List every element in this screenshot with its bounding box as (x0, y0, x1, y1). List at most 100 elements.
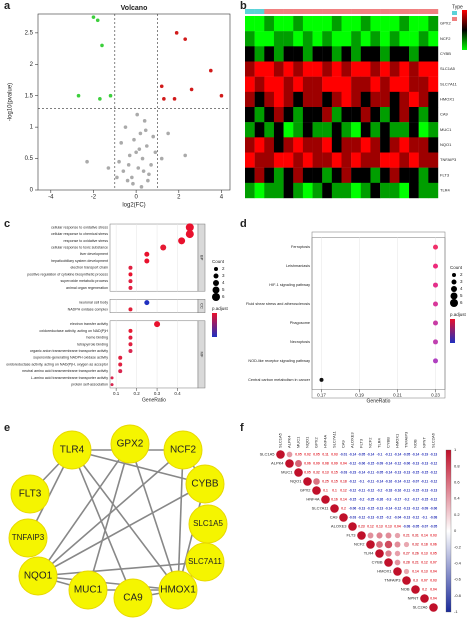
cell-value: -0.13 (403, 470, 411, 474)
cell-value: -0.13 (367, 515, 375, 519)
dot (144, 300, 150, 306)
heatmap-cell (360, 76, 371, 93)
cell-value: 0.11 (322, 452, 328, 456)
type-bar (341, 9, 352, 14)
edge (71, 449, 206, 485)
heatmap-cell (399, 91, 410, 108)
cell-value: -0.14 (367, 452, 375, 456)
cell-value: 0.09 (331, 461, 338, 465)
node-label: CYBB (191, 479, 219, 490)
x-tick-label: 0.4 (174, 391, 181, 396)
x-tick-label: 0.1 (113, 391, 120, 396)
legend-title: p.adjust (450, 312, 467, 317)
heatmap-cell (302, 61, 313, 77)
cell-value: 0.18 (421, 542, 428, 546)
cell-value: -0.14 (358, 470, 366, 474)
cell-value: -0.07 (412, 479, 420, 483)
colorbar (462, 10, 467, 50)
heatmap-cell (283, 91, 294, 108)
cell-value: -0.06 (358, 461, 366, 465)
cell-value: -0.14 (385, 506, 393, 510)
cell-value: 0.14 (421, 533, 428, 537)
heatmap-cell (254, 167, 265, 184)
heatmap-cell (341, 31, 352, 47)
node (185, 542, 225, 582)
x-tick-label: 4 (220, 195, 224, 201)
heatmap-cell (283, 152, 294, 168)
cell-value: 0.16 (331, 497, 338, 501)
heatmap-cell (428, 107, 439, 123)
cell-circle (403, 541, 410, 548)
type-bar (245, 9, 255, 14)
cell-value: -0.2 (404, 497, 410, 501)
cell-value: -0.2 (386, 515, 392, 519)
colorbar-label: 0.4 (454, 496, 460, 501)
row-label: SLC1A5 (260, 452, 276, 457)
cell-value: 0.15 (331, 470, 338, 474)
heatmap-cell (380, 122, 390, 138)
point (115, 175, 119, 180)
cell-value: -0.11 (367, 479, 374, 483)
cell-value: 0.05 (430, 551, 437, 555)
heatmap-cell (389, 91, 400, 108)
cell-value: -0.01 (340, 452, 348, 456)
edge (71, 449, 134, 599)
point (123, 125, 128, 129)
heatmap-cell (399, 122, 410, 138)
heatmap-cell (312, 16, 323, 32)
row-label: SLC7A11 (312, 506, 330, 511)
heatmap-cell (360, 46, 371, 62)
heatmap-cell (380, 182, 390, 199)
panel-label: c (4, 218, 10, 230)
cell-value: -0.18 (385, 488, 393, 492)
cell-value: -0.15 (367, 461, 375, 465)
legend-dot (450, 292, 458, 300)
cell-value: -0.14 (394, 479, 402, 483)
cell-value: -0.1 (359, 479, 365, 483)
heatmap-cell (254, 91, 265, 108)
cell-value: -0.13 (430, 488, 438, 492)
cell-value: -0.12 (430, 470, 438, 474)
heatmap-cell (418, 107, 429, 123)
type-bar (273, 9, 284, 14)
legend-label: 5 (460, 293, 463, 298)
cell-value: 0.13 (421, 569, 428, 573)
node-label: NCF2 (170, 445, 197, 456)
heatmap-cell (360, 137, 371, 153)
cell-value: -0.2 (377, 488, 383, 492)
y-tick-label: 1.5 (25, 93, 34, 99)
colorbar (212, 313, 217, 337)
heatmap-cell (351, 167, 361, 184)
point (126, 163, 131, 167)
heatmap-cell (273, 91, 284, 108)
x-axis-label: GeneRatio (367, 399, 391, 405)
heatmap-cell (245, 152, 255, 168)
dot (128, 285, 133, 290)
heatmap-cell (293, 76, 304, 93)
row-label: HNF4A (306, 497, 319, 502)
cell-value: -0.13 (403, 506, 411, 510)
cell-value: -0.16 (394, 488, 402, 492)
heatmap-cell (399, 31, 410, 47)
point (135, 112, 139, 117)
heatmap-cell (273, 167, 284, 184)
diagonal-circle (303, 477, 312, 486)
term-label: response to oxidative stress (63, 239, 108, 243)
heatmap-cell (264, 137, 275, 153)
heatmap-cell (409, 107, 419, 123)
cell-value: -0.12 (358, 515, 366, 519)
heatmap-cell (370, 107, 381, 123)
term-label: Ferroptosis (291, 245, 310, 249)
row-label: GPX2 (300, 488, 311, 493)
heatmap-cell (409, 152, 419, 168)
cell-value: -0.15 (376, 515, 384, 519)
heatmap-cell (380, 46, 390, 62)
point (149, 163, 153, 167)
heatmap-cell (428, 122, 439, 138)
dot (185, 223, 194, 232)
heatmap-cell (370, 91, 381, 108)
cell-value: -0.04 (394, 515, 402, 519)
diagonal-circle (330, 504, 339, 513)
heatmap-cell (322, 167, 333, 184)
legend-label: 4 (460, 286, 463, 291)
